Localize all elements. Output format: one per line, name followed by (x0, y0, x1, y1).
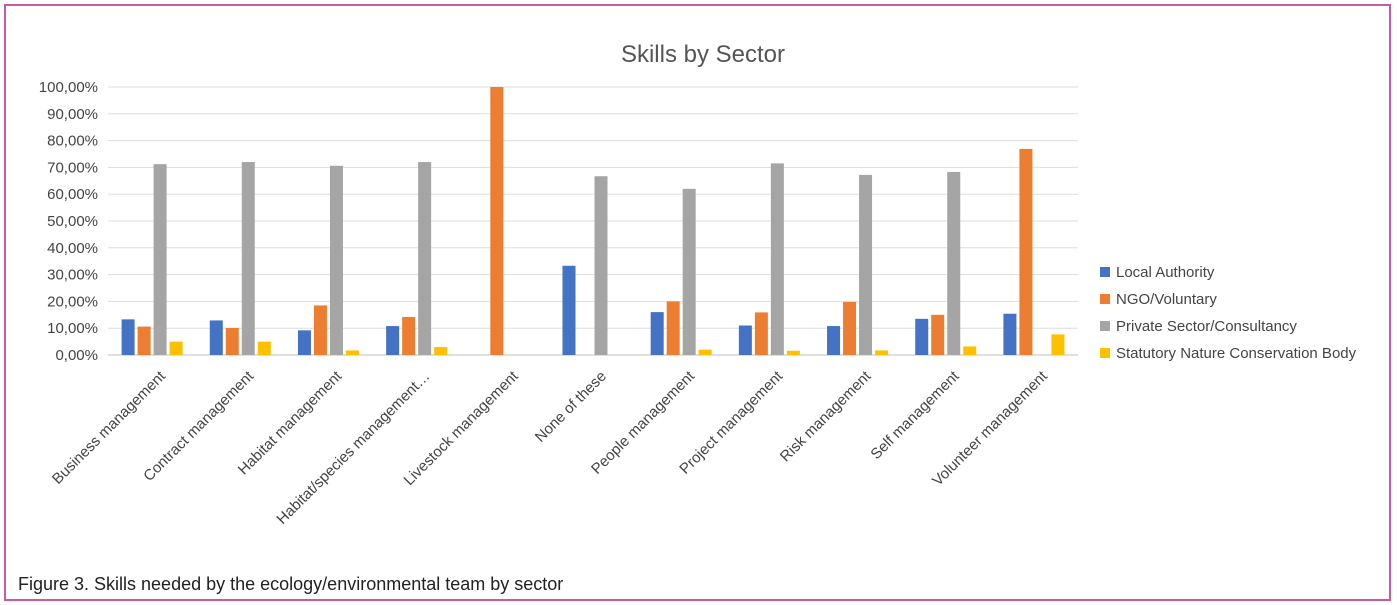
bar (402, 316, 416, 355)
bar (594, 176, 608, 355)
x-tick-label: Habitat/species management… (273, 368, 433, 528)
y-tick-label: 100,00% (39, 79, 98, 96)
chart-title: Skills by Sector (621, 41, 785, 68)
y-tick-label: 30,00% (47, 267, 98, 284)
y-tick-label: 80,00% (47, 133, 98, 150)
y-tick-label: 20,00% (47, 293, 98, 310)
bar (241, 162, 255, 355)
y-tick-label: 10,00% (47, 320, 98, 337)
y-tick-label: 0,00% (55, 347, 98, 364)
y-axis-ticks: 0,00% 10,00% 20,00% 30,00% 40,00% 50,00% 60,00… (39, 79, 98, 364)
bar (418, 162, 432, 355)
bar (738, 325, 752, 355)
legend-label: NGO/Voluntary (1116, 291, 1217, 308)
bar (137, 326, 151, 355)
bar (827, 326, 841, 355)
skills-bar-chart: Skills by Sector 0,00% 10,00% 20,00% 30,00%… (39, 41, 1357, 528)
legend: Local Authority NGO/Voluntary Private Sect… (1100, 264, 1357, 362)
legend-label: Local Authority (1116, 264, 1215, 281)
bar (153, 164, 167, 355)
legend-swatch (1100, 267, 1110, 277)
bar (490, 87, 504, 355)
legend-swatch (1100, 348, 1110, 358)
bar (313, 305, 327, 355)
bar (666, 301, 680, 355)
figure-caption: Figure 3. Skills needed by the ecology/e… (18, 574, 564, 594)
bar (754, 312, 768, 355)
bars (121, 87, 1065, 355)
bar (915, 318, 929, 355)
bar (209, 320, 223, 355)
bar (947, 171, 961, 355)
bar (786, 350, 800, 355)
x-tick-label: None of these (532, 368, 610, 446)
y-tick-label: 50,00% (47, 213, 98, 230)
x-tick-label: Self management (867, 367, 963, 463)
bar (562, 265, 576, 355)
legend-label: Private Sector/Consultancy (1116, 318, 1297, 335)
bar (1019, 148, 1033, 355)
bar (434, 346, 448, 355)
bar (1051, 334, 1065, 355)
x-tick-label: Risk management (777, 367, 875, 465)
y-tick-label: 70,00% (47, 159, 98, 176)
legend-swatch (1100, 321, 1110, 331)
bar (843, 301, 857, 355)
bar (386, 326, 400, 355)
bar (963, 346, 977, 355)
bar (345, 350, 359, 355)
bar (770, 163, 784, 355)
bar (1003, 313, 1017, 355)
bar (875, 350, 889, 355)
bar (121, 319, 135, 355)
legend-label: Statutory Nature Conservation Body (1116, 345, 1357, 362)
bar (650, 312, 664, 355)
bar (297, 330, 311, 355)
bar (169, 341, 183, 355)
y-tick-label: 60,00% (47, 186, 98, 203)
bar (225, 327, 239, 355)
figure-frame (4, 4, 1391, 601)
y-tick-label: 40,00% (47, 240, 98, 257)
bar (329, 165, 343, 355)
y-tick-label: 90,00% (47, 106, 98, 123)
legend-swatch (1100, 294, 1110, 304)
bar (931, 314, 945, 355)
bar (698, 349, 712, 355)
bar (257, 341, 271, 355)
bar (682, 188, 696, 355)
bar (859, 174, 873, 355)
